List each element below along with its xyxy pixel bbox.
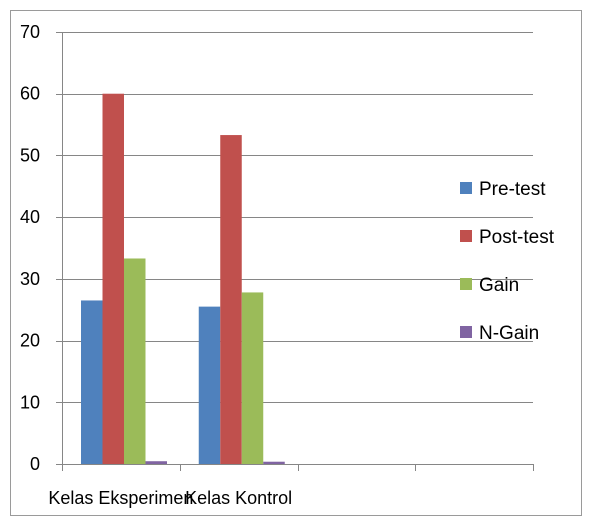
legend-swatch: [460, 182, 472, 194]
bars: [81, 93, 285, 464]
bar: [263, 461, 285, 464]
bar: [241, 292, 264, 464]
y-tick-label: 30: [20, 269, 40, 289]
x-tick-label: Kelas Eksperimen: [48, 488, 193, 508]
y-tick-label: 0: [30, 454, 40, 474]
y-tick-label: 60: [20, 84, 40, 104]
axes: [56, 32, 534, 471]
y-tick-label: 70: [20, 22, 40, 42]
y-tick-label: 50: [20, 145, 40, 165]
legend: Pre-test Post-test Gain N-Gain: [460, 179, 555, 344]
legend-label: Gain: [479, 275, 519, 296]
y-tick-labels: 0 10 20 30 40 50 60 70: [20, 22, 40, 474]
legend-swatch: [460, 230, 472, 242]
bar: [145, 461, 167, 464]
legend-swatch: [460, 326, 472, 338]
bar: [198, 306, 221, 464]
legend-label: Post-test: [479, 227, 555, 248]
bar: [81, 300, 103, 464]
bar: [220, 135, 242, 464]
x-tick-label: Kelas Kontrol: [185, 488, 292, 508]
legend-label: N-Gain: [479, 323, 539, 344]
bar: [124, 258, 146, 464]
legend-label: Pre-test: [479, 179, 546, 200]
y-tick-label: 10: [20, 392, 40, 412]
y-tick-label: 20: [20, 331, 40, 351]
legend-swatch: [460, 278, 472, 290]
y-tick-label: 40: [20, 207, 40, 227]
bar: [102, 93, 124, 464]
